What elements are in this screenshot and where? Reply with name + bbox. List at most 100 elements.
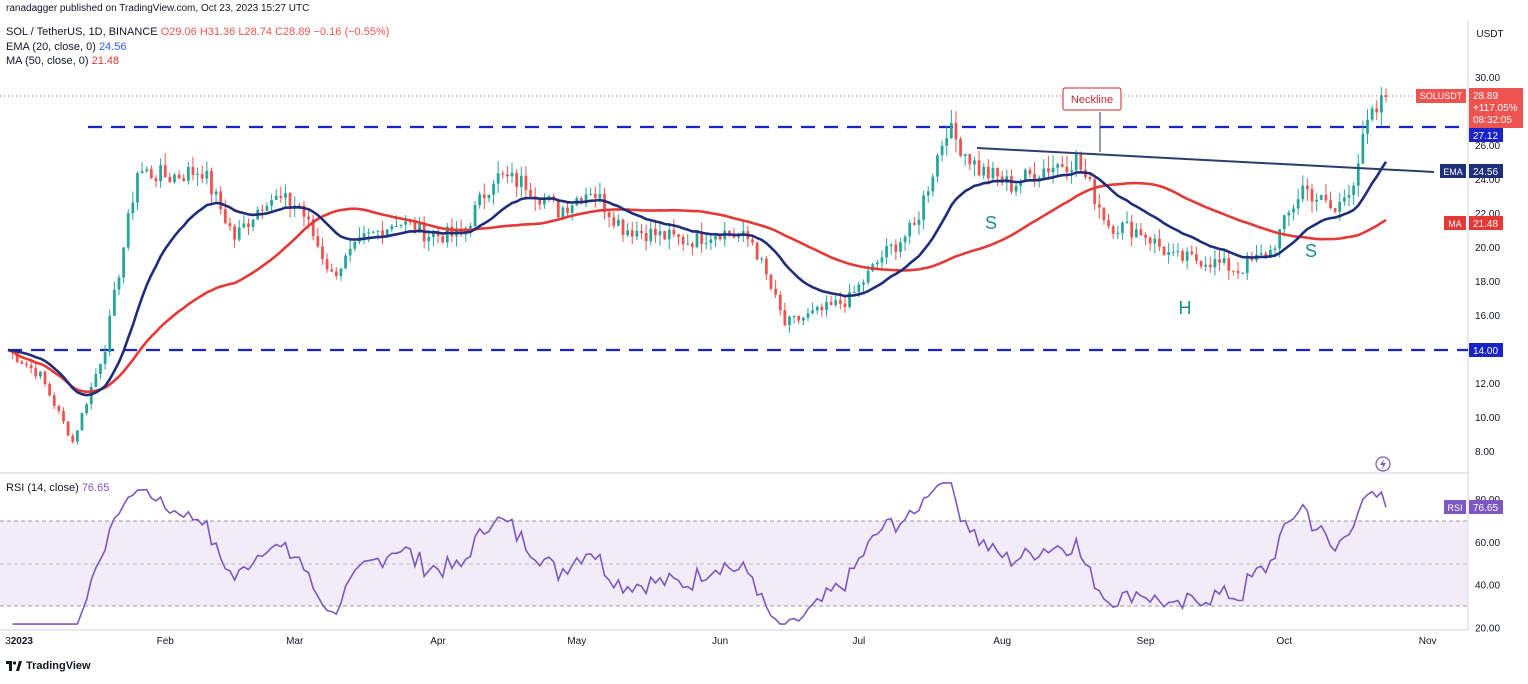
candle-body: [903, 236, 907, 243]
candle-body: [1352, 185, 1356, 196]
ma-legend[interactable]: MA (50, close, 0) 21.48: [6, 55, 119, 67]
candle-body: [584, 194, 588, 204]
ma-50-line[interactable]: [7, 181, 1387, 394]
neckline-label: Neckline: [1071, 94, 1113, 106]
rsi-band: [0, 521, 1468, 606]
candle-body: [644, 233, 648, 242]
resistance-price-tag[interactable]: 27.12: [1469, 128, 1503, 142]
price-axis-ticks: 30.00 26.00 24.00 22.00 20.00 18.00 16.00 12.00…: [1475, 73, 1500, 458]
candle-body: [1195, 254, 1198, 261]
candle-body: [52, 395, 56, 406]
rsi-tick-label: 60.00: [1475, 538, 1500, 549]
candle-body: [1116, 232, 1120, 234]
candle-body: [1241, 272, 1245, 274]
candle-body: [561, 207, 565, 218]
candle-body: [1153, 238, 1157, 244]
candle-body: [580, 198, 583, 204]
candle-body: [1028, 169, 1032, 174]
candle-body: [293, 205, 297, 207]
candle-body: [801, 317, 805, 321]
candle-body: [1301, 185, 1305, 200]
ma-tag-value: 21.48: [1473, 219, 1498, 230]
candle-body: [700, 231, 704, 245]
candle-body: [242, 223, 246, 228]
candle-body: [829, 301, 833, 305]
candle-body: [667, 229, 671, 240]
candle-body: [820, 306, 824, 311]
symbol-legend[interactable]: SOL / TetherUS, 1D, BINANCE O29.06 H31.3…: [6, 26, 389, 38]
neckline-callout[interactable]: [1062, 87, 1122, 111]
candle-body: [825, 301, 828, 311]
candle-body: [1292, 208, 1295, 213]
candle-body: [1245, 257, 1249, 273]
candle-body: [751, 239, 754, 243]
candle-body: [570, 205, 574, 213]
candle-body: [325, 259, 329, 270]
candle-body: [889, 244, 893, 246]
candle-body: [917, 219, 921, 225]
candle-body: [1010, 176, 1013, 192]
ema-legend[interactable]: EMA (20, close, 0) 24.56: [6, 41, 126, 53]
candle-body: [85, 404, 88, 414]
candle-body: [478, 194, 482, 206]
support-price-tag[interactable]: 14.00: [1469, 343, 1503, 357]
candle-body: [228, 223, 232, 227]
candle-body: [131, 202, 135, 214]
price-tick-label: 26.00: [1475, 141, 1500, 152]
symbol-tag-timer: 08:32:05: [1473, 115, 1512, 126]
candle-body: [122, 247, 125, 278]
candle-body: [806, 313, 810, 318]
candle-body: [219, 191, 223, 210]
candle-body: [71, 435, 75, 442]
candle-body: [316, 236, 320, 247]
candle-body: [307, 216, 310, 220]
neckline-trendline[interactable]: [976, 147, 1435, 173]
rsi-line[interactable]: [12, 482, 1387, 625]
candle-body: [653, 228, 657, 236]
ema-20-line[interactable]: [7, 161, 1388, 397]
candle-body: [205, 170, 209, 179]
candle-body: [556, 200, 560, 218]
candle-body: [34, 368, 38, 377]
ma-price-tag[interactable]: MA 21.48: [1444, 216, 1503, 230]
candle-body: [247, 223, 250, 228]
candle-body: [1079, 154, 1083, 170]
candle-body: [1375, 108, 1379, 113]
candle-body: [1190, 251, 1194, 255]
candle-body: [875, 262, 879, 265]
ma-legend-value: 21.48: [91, 55, 120, 67]
time-tick-label: Jun: [712, 636, 728, 647]
candle-body: [838, 300, 842, 304]
candle-body: [186, 167, 190, 181]
lightning-icon[interactable]: [1375, 456, 1391, 472]
candle-body: [163, 165, 167, 177]
rsi-price-tag[interactable]: RSI 76.65: [1444, 500, 1503, 514]
candle-body: [251, 219, 255, 228]
symbol-price-tag[interactable]: SOLUSDT 28.89 +117.05% 08:32:05: [1416, 88, 1523, 128]
candle-body: [177, 174, 181, 179]
candle-body: [866, 270, 870, 283]
tradingview-logo[interactable]: TradingView: [6, 660, 91, 672]
candle-body: [1199, 260, 1203, 267]
ema-price-tag[interactable]: EMA 24.56: [1440, 164, 1503, 178]
candle-body: [1097, 204, 1101, 208]
candle-body: [607, 212, 611, 218]
candle-body: [1213, 259, 1217, 268]
candle-body: [1347, 195, 1351, 198]
candle-body: [718, 235, 722, 240]
candle-body: [450, 226, 454, 237]
candle-body: [506, 174, 509, 177]
time-tick-label: 3: [5, 636, 11, 647]
candle-body: [543, 198, 546, 205]
candle-body: [1208, 264, 1212, 268]
candle-body: [103, 352, 107, 364]
rsi-tick-label: 40.00: [1475, 581, 1500, 592]
candle-body: [441, 235, 445, 243]
rsi-legend[interactable]: RSI (14, close) 76.65: [6, 482, 109, 494]
candle-body: [658, 231, 662, 236]
candle-body: [519, 175, 523, 187]
candle-body: [529, 190, 532, 197]
time-tick-label: Oct: [1276, 636, 1292, 647]
